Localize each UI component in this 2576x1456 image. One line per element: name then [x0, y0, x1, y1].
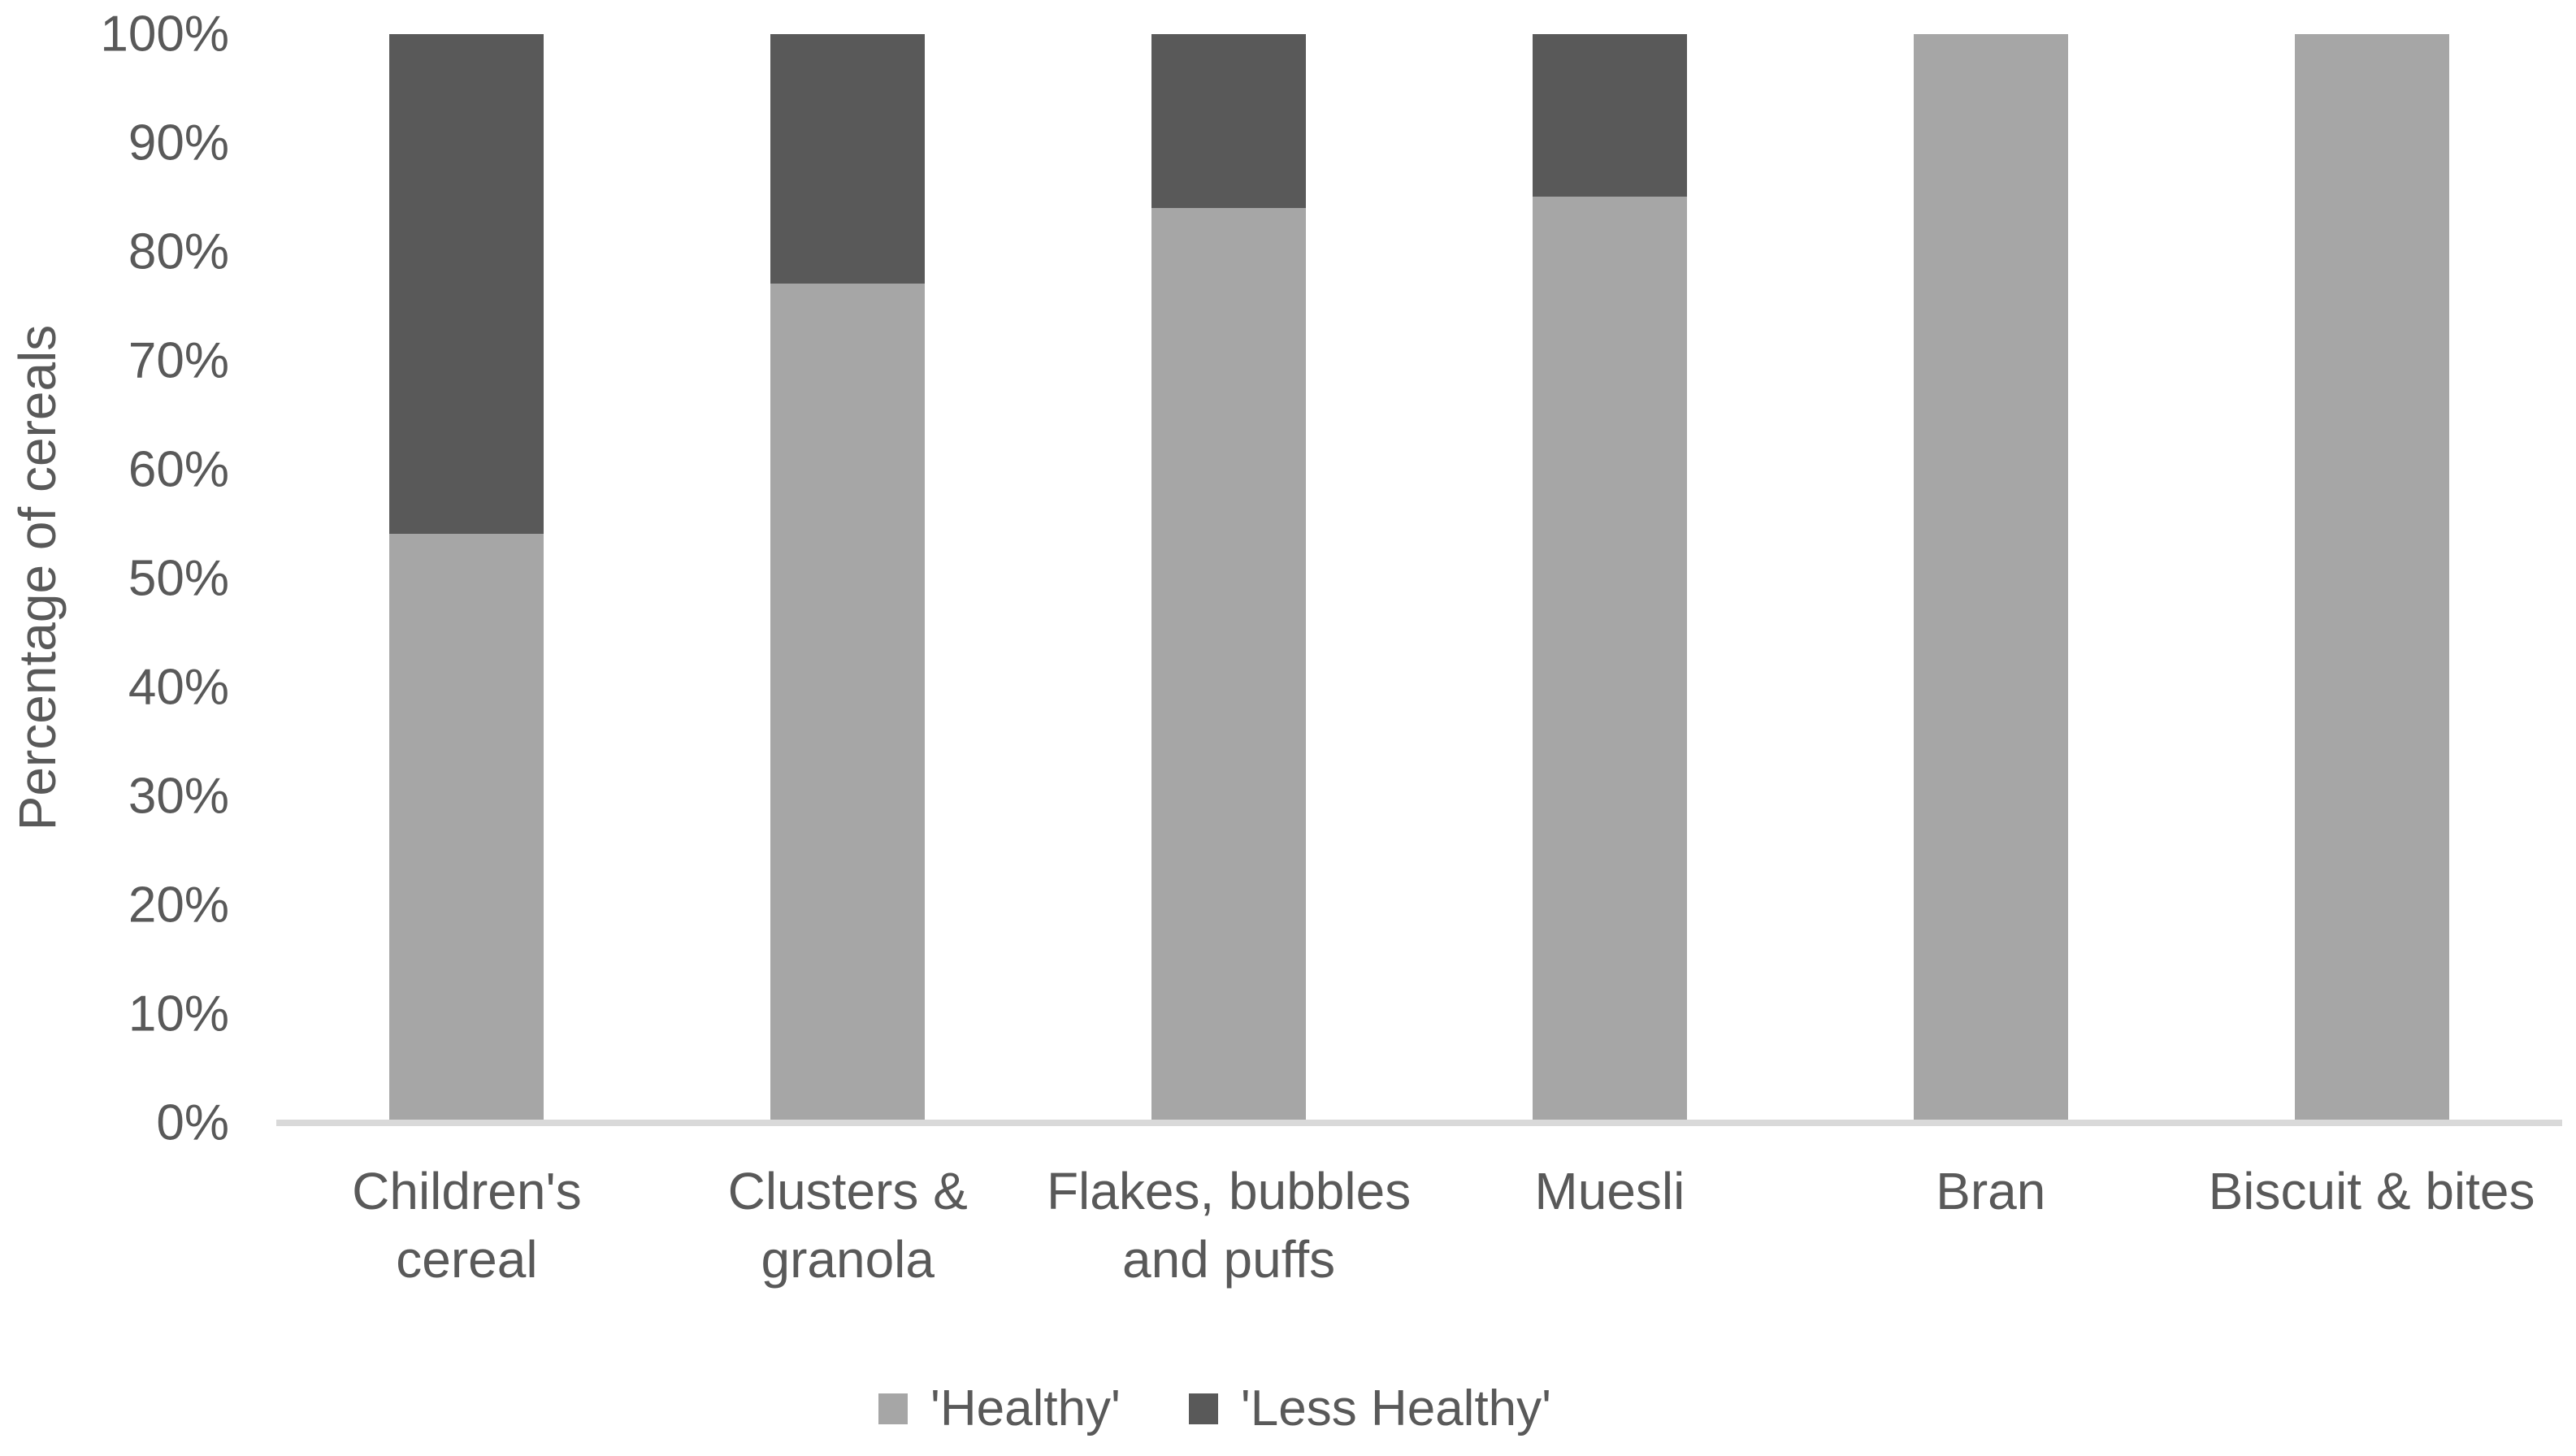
bar-segment	[389, 533, 544, 1120]
bar-segment	[1151, 207, 1307, 1120]
bar-segment	[1532, 197, 1687, 1120]
bar-segment	[770, 34, 926, 284]
stacked-bar-5	[1913, 34, 2068, 1120]
y-tick-label: 10%	[128, 986, 229, 1042]
bar-column	[1039, 34, 1420, 1120]
legend-label-less-healthy: 'Less Healthy'	[1240, 1380, 1551, 1436]
bar-column	[276, 34, 657, 1120]
y-tick-label: 100%	[100, 6, 229, 63]
y-tick-label: 60%	[128, 441, 229, 498]
category-label: Children's cereal	[352, 1162, 582, 1289]
y-tick-label: 90%	[128, 115, 229, 171]
y-tick-label: 70%	[128, 332, 229, 389]
y-tick-label: 50%	[128, 550, 229, 607]
legend-item-less-healthy: 'Less Healthy'	[1188, 1380, 1551, 1437]
legend-label-healthy: 'Healthy'	[930, 1380, 1121, 1436]
legend-swatch-less-healthy	[1188, 1393, 1218, 1424]
y-tick-label: 20%	[128, 877, 229, 934]
category-label: Bran	[1936, 1162, 2046, 1220]
plot-area	[276, 34, 2562, 1120]
y-tick-label: 0%	[156, 1094, 229, 1151]
category-label: Clusters & granola	[727, 1162, 968, 1289]
y-tick-label: 30%	[128, 768, 229, 825]
x-axis-line	[276, 1120, 2562, 1126]
bar-segment	[1151, 34, 1307, 208]
bar-column	[657, 34, 1039, 1120]
category-label: Biscuit & bites	[2208, 1162, 2535, 1220]
legend: 'Healthy' 'Less Healthy'	[0, 1380, 2503, 1437]
x-axis-labels: Children's cereal Clusters & granola Flake…	[276, 1157, 2562, 1294]
stacked-bar-6	[2294, 34, 2449, 1120]
category-label: Flakes, bubbles and puffs	[1046, 1162, 1412, 1289]
category-label: Muesli	[1534, 1162, 1685, 1220]
bar-segment	[770, 284, 926, 1120]
stacked-bar-2	[770, 34, 926, 1120]
legend-item-healthy: 'Healthy'	[878, 1380, 1121, 1437]
y-tick-label: 40%	[128, 659, 229, 716]
bar-column	[2181, 34, 2562, 1120]
bar-segment	[1913, 34, 2068, 1120]
bar-segment	[2294, 34, 2449, 1120]
stacked-bar-1	[389, 34, 544, 1120]
legend-swatch-healthy	[878, 1393, 908, 1424]
y-tick-label: 80%	[128, 223, 229, 280]
stacked-bar-3	[1151, 34, 1307, 1120]
bar-segment	[389, 34, 544, 534]
bar-segment	[1532, 34, 1687, 197]
bar-column	[1800, 34, 2181, 1120]
y-axis: 0% 10% 20% 30% 40% 50% 60% 70% 80% 90% 100%	[0, 0, 229, 1456]
stacked-bar-4	[1532, 34, 1687, 1120]
bar-column	[1419, 34, 1800, 1120]
